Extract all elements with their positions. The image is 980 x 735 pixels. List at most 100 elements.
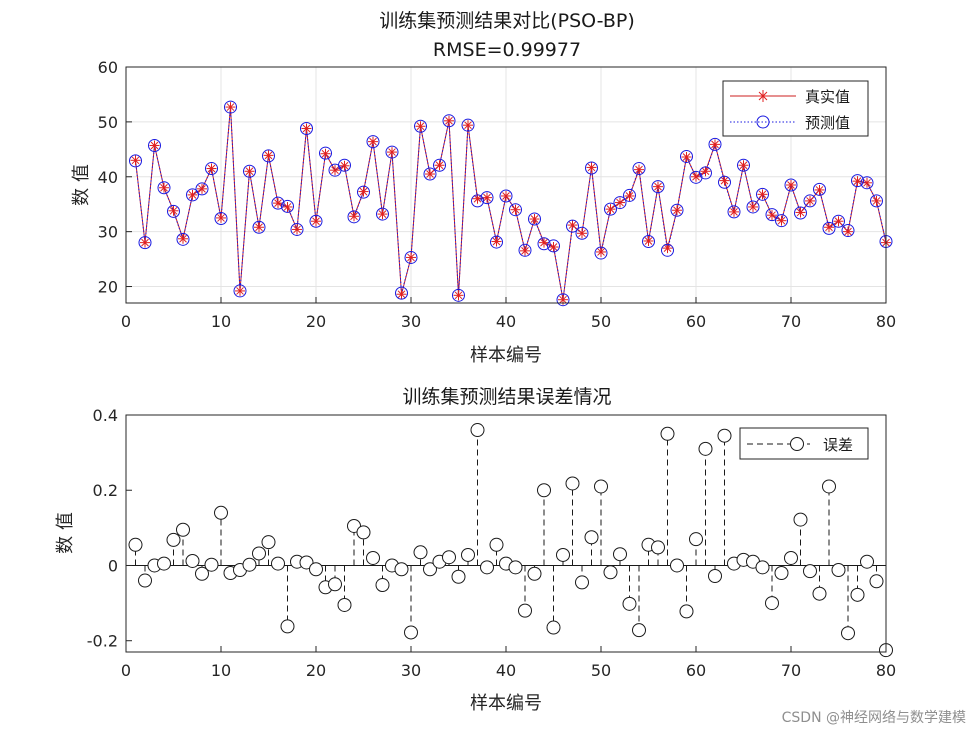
legend-error-label: 误差 (823, 436, 853, 454)
predicted-value-point (756, 187, 769, 201)
top-x-tick-label: 60 (686, 312, 706, 331)
bottom-y-tick-label: 0 (108, 556, 118, 575)
top-chart-title: 训练集预测结果对比(PSO-BP) (379, 10, 635, 32)
true-value-point (311, 216, 321, 227)
predicted-value-point (680, 149, 693, 163)
true-value-point (795, 207, 806, 218)
top-x-tick-label: 0 (121, 312, 131, 331)
bottom-legend: 误差 (739, 427, 869, 460)
error-point (689, 532, 703, 547)
error-point (755, 560, 770, 575)
error-point (423, 562, 437, 577)
error-point (328, 577, 342, 592)
true-value-point (843, 226, 853, 237)
bottom-chart-title: 训练集预测结果误差情况 (402, 386, 611, 408)
error-point (527, 566, 542, 581)
true-value-point (862, 177, 872, 188)
true-value-point (415, 121, 426, 132)
predicted-value-point (699, 166, 712, 180)
error-point (394, 562, 409, 577)
legend-error-circle-marker (790, 437, 804, 451)
true-value-point (330, 165, 340, 176)
predicted-value-point (509, 203, 522, 217)
predicted-value-point (794, 206, 807, 220)
true-value-point (406, 252, 416, 263)
predicted-value-point (613, 196, 627, 210)
predicted-value-point (661, 243, 674, 257)
bottom-x-tick-label: 40 (496, 661, 516, 680)
predicted-value-point (803, 194, 817, 208)
true-value-point (387, 147, 397, 158)
predicted-value-point (376, 207, 389, 221)
true-value-point (748, 201, 758, 212)
error-point (546, 620, 561, 635)
bottom-x-axis-label: 样本编号 (470, 693, 542, 714)
error-point (774, 566, 789, 580)
true-value-point (605, 204, 616, 215)
true-value-point (444, 115, 454, 126)
true-value-point (539, 237, 549, 248)
error-point (309, 562, 323, 577)
predicted-value-point (357, 185, 370, 199)
error-point (413, 545, 428, 560)
predicted-value-point (737, 158, 750, 172)
true-value-point (159, 182, 169, 193)
predicted-value-point (271, 196, 285, 210)
predicted-value-point (775, 214, 788, 228)
predicted-value-point (632, 162, 646, 176)
true-value-point (130, 155, 141, 166)
error-point (860, 554, 874, 569)
error-point (252, 546, 266, 561)
error-point (812, 586, 827, 601)
bottom-y-tick-label: 0.4 (93, 406, 118, 425)
true-value-point (558, 294, 568, 305)
predicted-value-point (366, 135, 380, 149)
predicted-value-point (528, 212, 541, 226)
legend-true-star-marker (757, 90, 769, 102)
error-point (822, 479, 836, 494)
predicted-value-point (604, 202, 617, 216)
predicted-value-point (471, 194, 484, 208)
bottom-chart: 训练集预测结果误差情况 0 10 20 30 40 50 60 70 80-0.200.20.4… (55, 386, 896, 714)
true-value-point (805, 195, 815, 206)
predicted-value-point (566, 219, 579, 233)
predicted-value-point (670, 203, 684, 217)
predicted-value-point (718, 175, 731, 189)
predicted-value-point (832, 214, 845, 228)
error-point (660, 426, 675, 441)
predicted-value-point (167, 204, 180, 218)
true-value-point (206, 163, 217, 174)
predicted-value-point (537, 237, 551, 251)
error-point (366, 550, 380, 565)
true-value-point (254, 222, 264, 233)
predicted-value-point (195, 182, 209, 196)
true-value-point (225, 102, 236, 113)
true-value-point (615, 197, 625, 208)
error-point (594, 479, 608, 494)
error-point (651, 540, 665, 555)
true-value-point (178, 233, 188, 244)
predicted-value-point (148, 138, 161, 152)
true-value-point (662, 243, 673, 254)
bottom-x-tick-label: 50 (591, 661, 611, 680)
error-point (461, 547, 475, 562)
true-value-point (786, 180, 796, 190)
true-value-point (643, 235, 654, 246)
true-value-point (320, 148, 331, 159)
error-point (242, 557, 257, 572)
error-point (632, 623, 646, 638)
error-point (470, 423, 485, 438)
predicted-value-point (727, 205, 741, 219)
predicted-value-point (186, 188, 199, 202)
true-value-point (140, 237, 150, 248)
predicted-value-line (135, 107, 887, 300)
predicted-value-point (300, 121, 313, 135)
true-value-point (814, 184, 825, 195)
error-point (793, 512, 808, 527)
true-value-point (776, 215, 787, 226)
predicted-value-point (746, 200, 760, 214)
top-y-axis-label: 数 值 (71, 164, 92, 206)
predicted-value-point (224, 100, 237, 114)
error-point (708, 569, 722, 584)
true-value-point (197, 183, 207, 194)
